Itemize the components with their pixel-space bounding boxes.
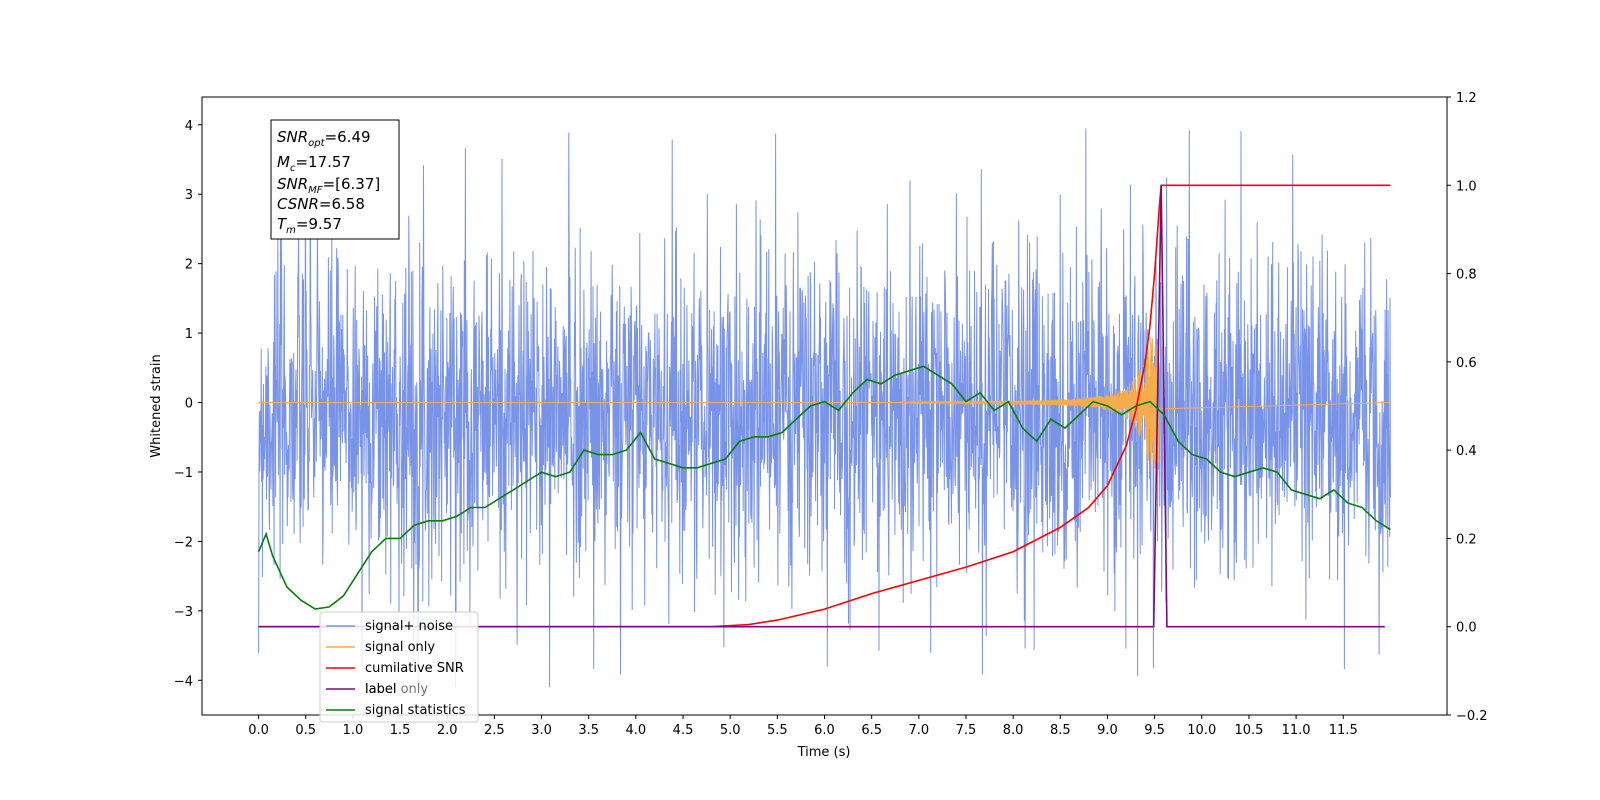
x-tick-label: 8.0 (1003, 723, 1024, 738)
y2-tick-label: 0.2 (1456, 532, 1477, 547)
x-axis-label: Time (s) (797, 745, 851, 760)
x-tick-label: 0.0 (248, 723, 269, 738)
y-tick-label: 3 (185, 188, 193, 203)
y-axis-label: Whitened strain (149, 354, 164, 457)
x-tick-label: 1.5 (390, 723, 411, 738)
series-cumulative-snr (258, 184, 1391, 628)
x-tick-label: 10.0 (1187, 723, 1216, 738)
x-tick-label: 8.5 (1050, 723, 1071, 738)
y-axis-right: 1.2 1.0 0.8 0.6 0.4 0.2 0.0 −0.2 (1447, 91, 1488, 724)
x-tick-label: 4.0 (626, 723, 647, 738)
y2-tick-label: 1.0 (1456, 179, 1477, 194)
y-tick-label: 0 (185, 397, 193, 412)
x-tick-label: 11.0 (1282, 723, 1311, 738)
y-axis-left: 4 3 2 1 0 −1 −2 −3 −4 (174, 119, 202, 689)
x-tick-label: 6.5 (861, 723, 882, 738)
legend-frame (319, 611, 479, 723)
series-signal-statistics (257, 365, 1391, 610)
y-tick-label: −1 (174, 466, 193, 481)
x-tick-label: 5.5 (767, 723, 788, 738)
annotation-box: SNRopt=6.49 Mc=17.57 SNRMF=[6.37] CSNR=6… (270, 119, 400, 240)
legend-label-label: label (365, 682, 396, 697)
x-tick-label: 2.0 (437, 723, 458, 738)
y-tick-label: −3 (174, 605, 193, 620)
annotation-csnr: CSNR=6.58 (277, 195, 365, 213)
y-tick-label: 1 (185, 327, 193, 342)
x-tick-label: 1.0 (343, 723, 364, 738)
x-tick-label: 11.5 (1329, 723, 1358, 738)
x-tick-label: 10.5 (1234, 723, 1263, 738)
y-tick-label: −2 (174, 535, 193, 550)
y-tick-label: 2 (185, 258, 193, 273)
y2-tick-label: 0.0 (1456, 621, 1477, 636)
x-axis: 0.0 0.5 1.0 1.5 2.0 2.5 3.0 3.5 4.0 4.5 5.0 5.5 6.0 6… (248, 715, 1358, 738)
x-tick-label: 4.5 (673, 723, 694, 738)
y2-tick-label: −0.2 (1456, 709, 1488, 724)
legend-label-signal-noise: signal+ noise (365, 619, 453, 634)
y2-tick-label: 0.4 (1456, 444, 1477, 459)
x-tick-label: 0.5 (295, 723, 316, 738)
x-tick-label: 9.0 (1097, 723, 1118, 738)
legend-label-signal-only: signal only (365, 640, 435, 655)
annotation-tm: Tm=9.57 (277, 215, 342, 236)
x-tick-label: 3.0 (531, 723, 552, 738)
legend-label-label-only: label only (365, 682, 428, 697)
series-signal-only (258, 337, 1391, 469)
annotation-mc: Mc=17.57 (277, 153, 351, 174)
x-tick-label: 6.0 (814, 723, 835, 738)
x-tick-label: 2.5 (484, 723, 505, 738)
legend: signal+ noise signal only cumilative SNR… (319, 611, 479, 723)
x-tick-label: 5.0 (720, 723, 741, 738)
x-tick-label: 9.5 (1144, 723, 1165, 738)
y2-tick-label: 0.8 (1456, 268, 1477, 283)
series-signal-noise (258, 128, 1391, 688)
annotation-snr-mf: SNRMF=[6.37] (277, 175, 380, 196)
plot-area (257, 128, 1391, 688)
annotation-snr-opt: SNRopt=6.49 (277, 128, 371, 149)
y2-tick-label: 1.2 (1456, 91, 1477, 106)
x-tick-label: 7.5 (956, 723, 977, 738)
legend-label-signal-statistics: signal statistics (365, 703, 466, 718)
y-tick-label: −4 (174, 674, 193, 689)
y2-tick-label: 0.6 (1456, 356, 1477, 371)
series-label (258, 185, 1385, 628)
legend-label-cumulative-snr: cumilative SNR (365, 661, 464, 676)
x-tick-label: 7.0 (908, 723, 929, 738)
y-tick-label: 4 (185, 119, 193, 134)
x-tick-label: 3.5 (578, 723, 599, 738)
